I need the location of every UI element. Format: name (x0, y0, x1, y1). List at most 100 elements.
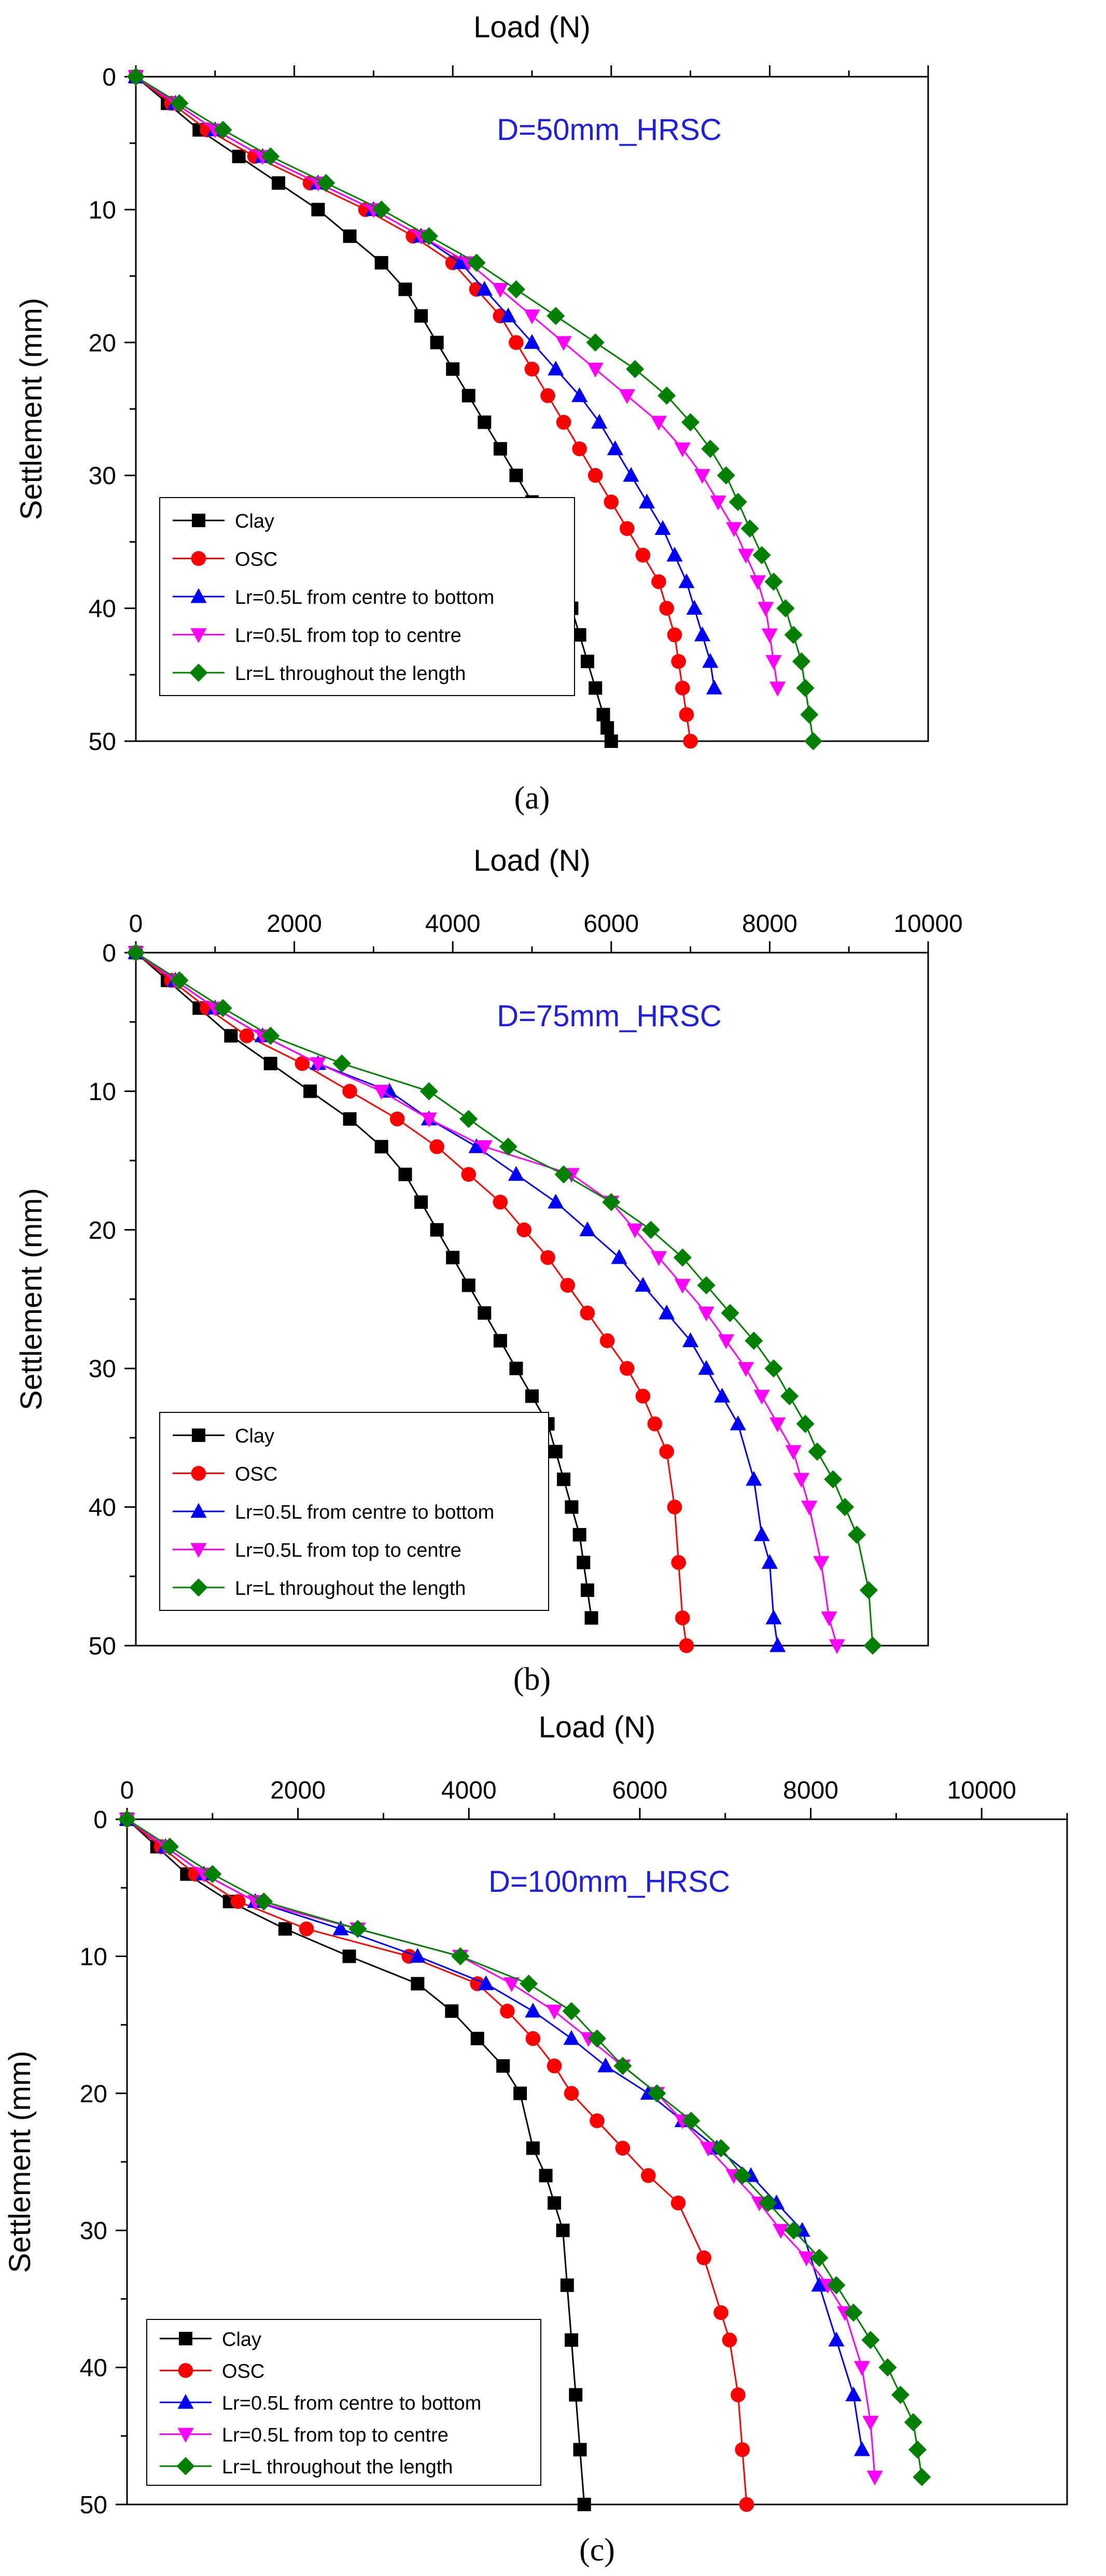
data-point (430, 1223, 444, 1237)
data-point (745, 1332, 763, 1350)
data-point (811, 2276, 828, 2292)
data-point (769, 1417, 786, 1433)
data-point (611, 1249, 627, 1264)
legend-item: Lr=0.5L from centre to bottom (160, 2393, 481, 2414)
data-point (654, 520, 671, 535)
data-point (627, 1223, 643, 1239)
data-point (467, 253, 486, 272)
data-point (764, 1359, 783, 1378)
data-point (526, 2141, 540, 2155)
y-tick-label: 40 (89, 1494, 116, 1522)
data-point (572, 628, 586, 642)
data-point (737, 1362, 754, 1377)
x-tick-label: 8000 (742, 910, 797, 938)
data-point (749, 575, 766, 590)
y-tick-label: 50 (80, 2492, 107, 2519)
data-point (836, 1498, 855, 1517)
data-point (682, 1332, 699, 1348)
data-point (524, 309, 540, 324)
data-point (470, 2032, 484, 2046)
data-point (650, 416, 667, 431)
data-point (584, 1611, 598, 1625)
data-point (604, 734, 618, 748)
data-point (674, 1279, 691, 1294)
data-point (430, 335, 444, 349)
data-point (525, 1389, 539, 1403)
legend-marker-triangle-up (190, 1503, 207, 1518)
data-point (374, 1140, 388, 1154)
data-point (421, 1112, 437, 1128)
series-throughout (127, 943, 882, 1655)
data-point (232, 149, 246, 163)
data-point (696, 2250, 711, 2266)
x-tick-label: 8000 (783, 1777, 838, 1804)
data-point (310, 1057, 327, 1072)
y-tick-label: 10 (89, 1078, 116, 1106)
data-point (478, 1975, 494, 1990)
data-point (546, 2004, 563, 2020)
series-throughout (127, 67, 822, 751)
data-point (478, 415, 492, 429)
data-point (170, 94, 189, 112)
data-point (733, 2166, 752, 2185)
y-tick-label: 50 (89, 728, 116, 756)
data-point (753, 1390, 770, 1405)
data-point (908, 2440, 927, 2459)
data-point (847, 1525, 866, 1544)
data-point (203, 1865, 222, 1884)
data-point (317, 174, 335, 192)
data-point (461, 1278, 475, 1292)
legend-box (146, 2319, 541, 2486)
data-point (409, 1948, 426, 1963)
data-point (679, 707, 694, 723)
data-point (589, 681, 603, 695)
legend-item: Lr=0.5L from top to centre (173, 625, 461, 646)
panel-caption: (a) (514, 781, 550, 816)
data-point (414, 1195, 428, 1209)
data-point (737, 548, 754, 564)
legend-item: OSC (173, 1464, 277, 1485)
data-point (525, 2031, 541, 2046)
data-point (278, 1922, 292, 1936)
data-point (547, 306, 565, 325)
data-point (127, 67, 145, 86)
legend-label: Lr=0.5L from centre to bottom (235, 587, 494, 608)
legend-label: Lr=L throughout the length (222, 2456, 453, 2478)
legend-item: Lr=0.5L from top to centre (160, 2425, 449, 2446)
legend-item: Clay (173, 511, 274, 532)
data-point (681, 413, 700, 432)
data-point (414, 309, 428, 323)
data-point (726, 522, 743, 537)
data-point (492, 282, 509, 298)
panel-caption: (b) (513, 1662, 551, 1697)
data-point (615, 2141, 631, 2156)
data-point (509, 1362, 523, 1376)
data-point (548, 2196, 562, 2210)
data-point (255, 1892, 273, 1911)
legend-marker-triangle-down (177, 2428, 194, 2443)
data-point (675, 681, 690, 696)
data-point (801, 1501, 818, 1516)
data-point (476, 1140, 493, 1155)
data-point (446, 362, 460, 376)
data-point (697, 1276, 716, 1295)
data-point (565, 2333, 579, 2347)
legend: Clay OSC Lr=0.5L from centre to bottom Lr=0… (159, 497, 575, 696)
data-point (785, 1445, 802, 1460)
data-point (798, 2251, 815, 2267)
data-point (556, 2224, 570, 2238)
y-tick-label: 20 (80, 2080, 107, 2108)
data-point (572, 441, 587, 457)
data-point (500, 307, 516, 322)
data-point (599, 1333, 615, 1349)
data-point (651, 574, 666, 589)
data-point (804, 732, 822, 751)
y-axis-title: Settlement (mm) (3, 2051, 37, 2273)
data-point (509, 469, 523, 483)
x-tick-label: 2000 (270, 1777, 326, 1804)
data-point (793, 1473, 810, 1488)
y-axis-title: Settlement (mm) (15, 1188, 48, 1410)
data-point (224, 1029, 238, 1043)
data-point (711, 2139, 731, 2158)
